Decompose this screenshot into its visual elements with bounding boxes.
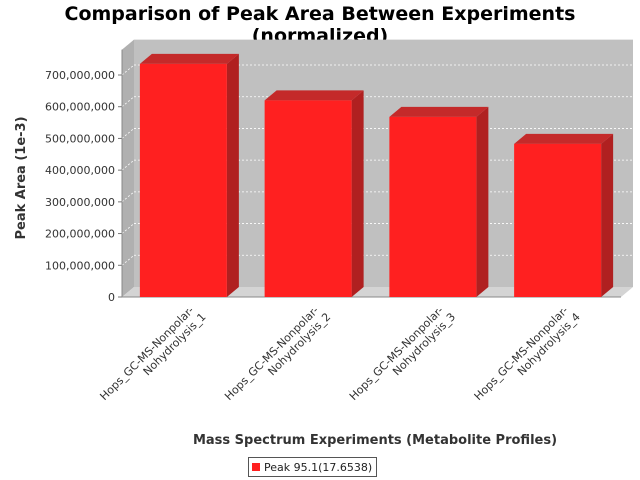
bar-front [139,63,227,298]
bar-side [601,133,614,297]
gridline [121,159,135,171]
x-tick-label: Hops_GC-MS-Nonpolar-Nohydrolysis_4 [472,301,583,412]
bar-top [264,90,364,101]
bar-top [139,53,239,64]
plot-back-wall [134,39,633,287]
y-axis: 0 100,000,000 200,000,000 300,000,000 400,00… [45,49,621,304]
x-tick-label: Hops_GC-MS-Nonpolar-Nohydrolysis_1 [97,301,208,412]
x-tick-label: Hops_GC-MS-Nonpolar-Nohydrolysis_2 [222,301,333,412]
plot-side-wall [122,39,134,297]
bar-top [389,106,489,117]
chart-title: Comparison of Peak Area Between Experime… [64,3,576,25]
y-axis-title: Peak Area (1e-3) [14,116,29,239]
x-tick-label: Hops_GC-MS-Nonpolar-Nohydrolysis_3 [347,301,458,412]
y-tick-label: 200,000,000 [45,228,115,241]
gridline [121,128,135,139]
bar-top [514,133,614,144]
gridline [121,64,135,76]
legend-swatch [252,463,260,471]
bar [264,90,364,297]
gridline [121,223,135,234]
y-tick-label: 300,000,000 [45,196,115,209]
y-tick-label: 0 [108,291,115,304]
x-axis-labels: Hops_GC-MS-Nonpolar-Nohydrolysis_1 Hops_G… [97,301,583,412]
bar-front [514,143,602,297]
legend: Peak 95.1(17.6538) [248,457,378,477]
bar-side [351,90,364,297]
gridline [121,254,135,266]
bar [139,53,239,298]
bar [514,133,614,297]
bar-front [264,100,352,297]
y-tick-label: 500,000,000 [45,132,115,145]
gridline [121,191,135,203]
y-tick-label: 600,000,000 [45,101,115,114]
bar-side [226,53,239,298]
legend-label: Peak 95.1(17.6538) [264,460,373,474]
y-tick-label: 400,000,000 [45,164,115,177]
gridline [121,96,135,108]
y-tick-label: 700,000,000 [45,69,115,82]
y-tick-label: 100,000,000 [45,259,115,272]
plot-floor [122,287,633,297]
grid-lines [121,64,633,266]
bar-front [389,116,477,297]
bar-side [476,106,489,297]
bar [389,106,489,297]
x-axis-title: Mass Spectrum Experiments (Metabolite Pr… [193,433,557,448]
bar-series [139,53,614,298]
